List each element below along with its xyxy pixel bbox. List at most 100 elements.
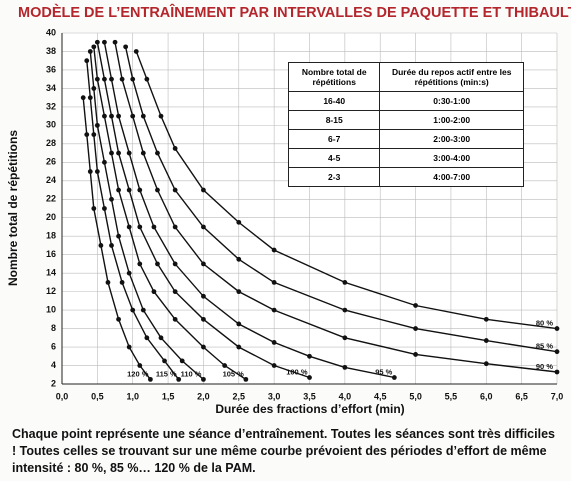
caption: Chaque point représente une séance d’ent… [12,427,555,475]
y-tick-label: 8 [51,323,56,333]
point [342,335,348,341]
x-tick-label: 0,5 [91,391,104,401]
point [179,358,185,364]
table-row: 8-15 1:00-2:00 [287,110,524,130]
table-cell: 4:00-7:00 [379,167,524,187]
point [151,224,157,230]
y-tick-label: 6 [51,341,56,351]
point [554,369,560,375]
curve-label: 115 % [156,369,177,378]
point [144,76,150,82]
point [102,206,107,211]
point [102,39,107,45]
point [87,169,93,174]
point [271,279,277,285]
y-tick-label: 28 [46,138,56,148]
curve-label: 80 % [536,319,553,328]
point [126,224,132,230]
point [271,340,277,345]
y-tick-label: 26 [46,157,56,167]
point [271,307,277,313]
point [201,261,206,267]
point [271,247,277,253]
curve-label: 120 % [127,369,149,378]
x-axis-label: Durée des fractions d’effort (min) [215,402,404,416]
point [137,363,143,368]
point [102,76,107,82]
point [222,363,228,368]
point [554,349,560,355]
x-tick-label: 6,0 [480,391,493,401]
point [87,49,93,54]
point [119,279,125,285]
table-cell: 8-15 [287,110,381,130]
table-row: 6-7 2:00-3:00 [287,129,524,149]
point [158,113,164,119]
point [162,358,167,364]
table-cell: 1:00-2:00 [379,110,524,130]
x-tick-label: 0,0 [56,391,69,401]
y-tick-label: 18 [46,231,56,241]
point [130,113,136,119]
x-tick-label: 5,5 [445,391,458,401]
point [84,132,90,138]
point [172,289,178,295]
point [119,76,125,82]
x-tick-label: 2,5 [233,391,246,401]
point [123,44,129,50]
point [201,344,206,350]
table-cell: 2-3 [287,167,381,187]
x-tick-label: 3,0 [268,391,281,401]
curve-label: 105 % [223,369,245,378]
point [201,316,206,322]
inset-table: Nombre total de répétitions Durée du repo… [287,62,524,187]
point [155,150,160,156]
point [176,376,182,382]
point [84,58,90,64]
point [413,352,418,357]
point [307,375,312,380]
point [137,187,143,193]
point [116,113,121,119]
point [94,39,100,45]
point [98,243,104,248]
y-tick-label: 24 [46,175,56,185]
y-tick-label: 10 [46,304,56,314]
point [102,113,107,119]
point [109,150,114,156]
point [172,261,178,267]
x-tick-label: 1,0 [126,391,139,401]
point [413,303,418,308]
point [236,344,242,350]
point [342,364,348,370]
point [483,361,489,367]
curve-label: 100 % [286,368,308,377]
point [413,326,418,331]
table-row: 16-40 0:30-1:00 [287,91,524,111]
point [94,169,100,174]
y-tick-label: 14 [46,268,56,278]
point [91,86,97,91]
point [236,321,242,327]
y-tick-label: 12 [46,286,56,296]
point [130,307,136,313]
point [483,316,489,322]
y-tick-label: 38 [46,46,56,56]
point [155,261,160,267]
table-cell: 2:00-3:00 [379,129,524,149]
x-tick-label: 4,5 [374,391,387,401]
point [307,353,312,359]
y-tick-label: 4 [51,360,56,370]
point [236,289,242,295]
point [80,95,86,101]
point [155,187,160,193]
point [172,316,178,322]
y-axis-label: Nombre total de répétitions [6,130,20,286]
y-tick-label: 2 [51,378,56,388]
curve-label: 85 % [536,342,553,351]
table-cell: 0:30-1:00 [379,91,524,111]
point [126,270,132,276]
point [137,224,143,230]
point [126,344,132,350]
curve [124,46,558,353]
